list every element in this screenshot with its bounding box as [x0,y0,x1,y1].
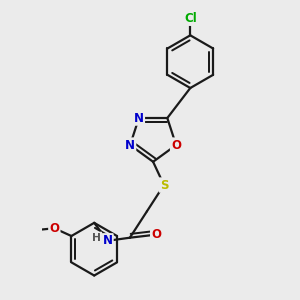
Text: N: N [103,234,112,247]
Text: O: O [171,139,181,152]
Text: O: O [49,222,59,235]
Text: Cl: Cl [184,12,197,25]
Text: S: S [160,178,168,191]
Text: H: H [92,233,101,243]
Text: N: N [125,139,135,152]
Text: N: N [134,112,144,124]
Text: O: O [151,228,161,241]
